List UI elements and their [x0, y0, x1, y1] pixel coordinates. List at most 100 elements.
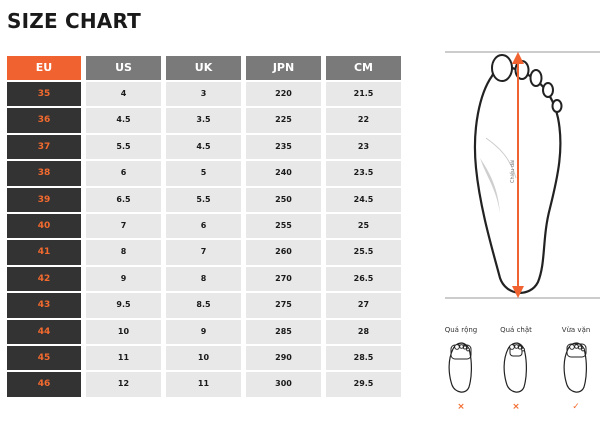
- foot-icon: [448, 342, 472, 393]
- cell-jpn: 300: [246, 372, 321, 397]
- cell-us: 6.5: [86, 187, 161, 212]
- cell-cm: 23.5: [326, 161, 401, 186]
- cell-us: 5.5: [86, 134, 161, 160]
- toe-3-icon: [529, 69, 543, 87]
- cell-uk: 9: [166, 319, 241, 344]
- cell-uk: 3.5: [166, 108, 241, 133]
- cell-us: 9: [86, 266, 161, 292]
- cell-jpn: 275: [246, 293, 321, 318]
- cell-eu: 46: [7, 372, 81, 397]
- fit-too-wide: Quá rộng ×: [441, 326, 481, 412]
- cell-us: 8: [86, 240, 161, 265]
- cell-jpn: 235: [246, 134, 321, 160]
- cell-jpn: 290: [246, 345, 321, 371]
- cell-cm: 25.5: [326, 240, 401, 265]
- cell-jpn: 240: [246, 161, 321, 186]
- header-eu: EU: [7, 56, 81, 80]
- cell-jpn: 225: [246, 108, 321, 133]
- table-body: 35 4 3 220 21.5 36 4.5 3.5 225 22 37 5.5 4.5 235 23 38 6…: [7, 82, 409, 397]
- cell-cm: 27: [326, 293, 401, 318]
- size-chart-table: EU US UK JPN CM 35 4 3 220 21.5 36 4.5 3.5 225 22…: [7, 56, 409, 397]
- table-row: 41 8 7 260 25.5: [7, 240, 409, 265]
- fit-just-right: Vừa vặn ✓: [556, 326, 596, 412]
- toe-4-icon: [542, 82, 554, 98]
- table-row: 45 11 10 290 28.5: [7, 345, 409, 371]
- cross-icon: ×: [457, 402, 465, 412]
- cell-eu: 45: [7, 345, 81, 371]
- header-jpn: JPN: [246, 56, 321, 80]
- fit-label: Quá chật: [500, 326, 532, 334]
- header-us: US: [86, 56, 161, 80]
- cell-cm: 26.5: [326, 266, 401, 292]
- cell-jpn: 270: [246, 266, 321, 292]
- cell-uk: 6: [166, 213, 241, 239]
- arrow-up-icon: [512, 52, 524, 64]
- cell-jpn: 250: [246, 187, 321, 212]
- table-row: 36 4.5 3.5 225 22: [7, 108, 409, 133]
- arrow-down-icon: [512, 286, 524, 298]
- cell-us: 7: [86, 213, 161, 239]
- table-header-row: EU US UK JPN CM: [7, 56, 409, 80]
- cell-uk: 5: [166, 161, 241, 186]
- cell-us: 10: [86, 319, 161, 344]
- table-row: 39 6.5 5.5 250 24.5: [7, 187, 409, 212]
- cell-uk: 8: [166, 266, 241, 292]
- cell-eu: 38: [7, 161, 81, 186]
- cell-uk: 4.5: [166, 134, 241, 160]
- cell-uk: 5.5: [166, 187, 241, 212]
- cell-eu: 42: [7, 266, 81, 292]
- fit-label: Quá rộng: [444, 326, 478, 334]
- cell-jpn: 260: [246, 240, 321, 265]
- cell-eu: 43: [7, 293, 81, 318]
- table-row: 44 10 9 285 28: [7, 319, 409, 344]
- cell-eu: 44: [7, 319, 81, 344]
- cell-cm: 24.5: [326, 187, 401, 212]
- cell-uk: 7: [166, 240, 241, 265]
- cell-eu: 41: [7, 240, 81, 265]
- table-row: 46 12 11 300 29.5: [7, 372, 409, 397]
- cell-cm: 29.5: [326, 372, 401, 397]
- fit-label: Vừa vặn: [561, 326, 591, 334]
- cell-eu: 36: [7, 108, 81, 133]
- table-row: 40 7 6 255 25: [7, 213, 409, 239]
- table-row: 37 5.5 4.5 235 23: [7, 134, 409, 160]
- table-row: 43 9.5 8.5 275 27: [7, 293, 409, 318]
- cell-eu: 40: [7, 213, 81, 239]
- cross-icon: ×: [512, 402, 520, 412]
- header-uk: UK: [166, 56, 241, 80]
- foot-length-diagram: Chiều dài: [445, 51, 600, 299]
- cell-cm: 21.5: [326, 82, 401, 107]
- foot-icon: [563, 342, 587, 393]
- length-label: Chiều dài: [508, 159, 516, 183]
- check-icon: ✓: [572, 402, 580, 412]
- cell-cm: 25: [326, 213, 401, 239]
- cell-uk: 8.5: [166, 293, 241, 318]
- cell-cm: 28: [326, 319, 401, 344]
- cell-uk: 3: [166, 82, 241, 107]
- cell-uk: 10: [166, 345, 241, 371]
- foot-icon: [503, 342, 527, 393]
- cell-cm: 23: [326, 134, 401, 160]
- header-cm: CM: [326, 56, 401, 80]
- cell-jpn: 255: [246, 213, 321, 239]
- cell-cm: 22: [326, 108, 401, 133]
- cell-us: 9.5: [86, 293, 161, 318]
- cell-us: 4: [86, 82, 161, 107]
- table-row: 42 9 8 270 26.5: [7, 266, 409, 292]
- cell-us: 12: [86, 372, 161, 397]
- table-row: 35 4 3 220 21.5: [7, 82, 409, 107]
- cell-us: 6: [86, 161, 161, 186]
- table-row: 38 6 5 240 23.5: [7, 161, 409, 186]
- cell-uk: 11: [166, 372, 241, 397]
- cell-jpn: 285: [246, 319, 321, 344]
- cell-cm: 28.5: [326, 345, 401, 371]
- cell-eu: 39: [7, 187, 81, 212]
- big-toe-icon: [491, 54, 513, 82]
- cell-eu: 35: [7, 82, 81, 107]
- cell-jpn: 220: [246, 82, 321, 107]
- cell-us: 4.5: [86, 108, 161, 133]
- fit-too-tight: Quá chật ×: [496, 326, 536, 412]
- page-title: SIZE CHART: [7, 9, 142, 33]
- cell-eu: 37: [7, 134, 81, 160]
- toe-5-icon: [551, 99, 563, 113]
